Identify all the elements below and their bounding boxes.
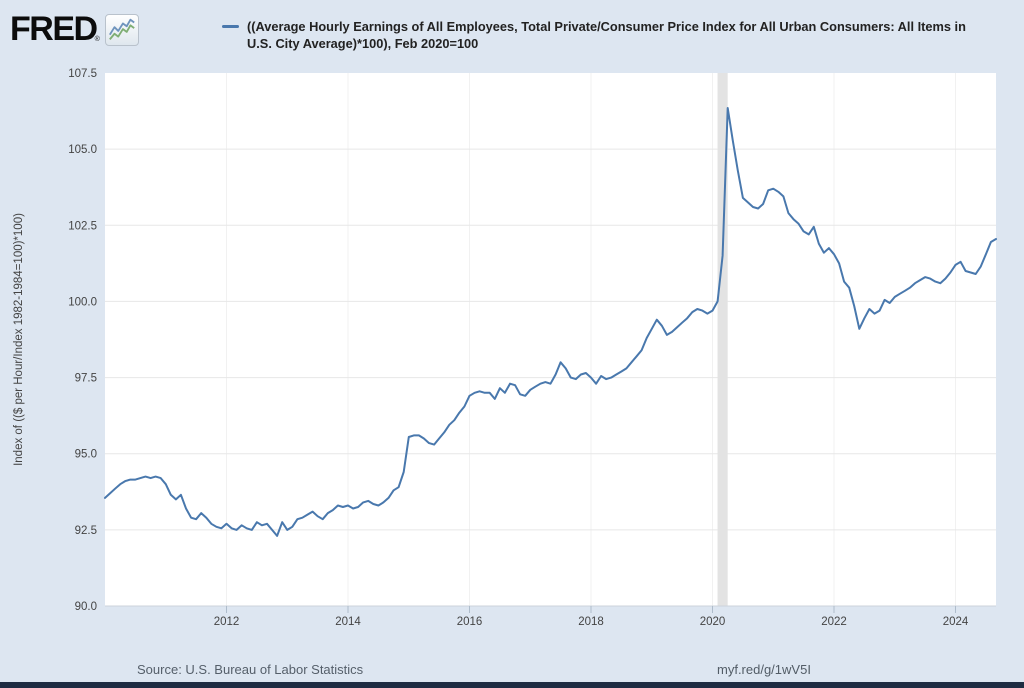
source-attribution: Source: U.S. Bureau of Labor Statistics xyxy=(137,662,364,677)
fred-logo: FRED ® xyxy=(10,12,139,46)
x-tick-label: 2012 xyxy=(214,616,240,628)
x-tick-label: 2014 xyxy=(335,616,361,628)
x-tick-label: 2022 xyxy=(821,616,847,628)
bottom-accent-bar xyxy=(0,682,1024,688)
registered-mark: ® xyxy=(94,36,100,43)
y-axis-title: Index of (($ per Hour/Index 1982-1984=10… xyxy=(13,213,25,466)
x-tick-label: 2018 xyxy=(578,616,604,628)
plot-area[interactable] xyxy=(105,73,997,606)
chart-legend: ((Average Hourly Earnings of All Employe… xyxy=(222,19,966,52)
recession-band xyxy=(717,73,728,606)
x-tick-label: 2020 xyxy=(700,616,726,628)
y-tick-label: 105.0 xyxy=(68,144,97,156)
legend-line-marker xyxy=(222,25,239,28)
x-tick-label: 2016 xyxy=(457,616,483,628)
y-tick-label: 102.5 xyxy=(68,220,97,232)
series-title-line2: U.S. City Average)*100), Feb 2020=100 xyxy=(247,35,479,51)
y-tick-label: 100.0 xyxy=(68,296,97,308)
series-title-line1: ((Average Hourly Earnings of All Employe… xyxy=(247,19,966,34)
y-tick-label: 90.0 xyxy=(75,601,97,613)
fred-logo-text: FRED xyxy=(10,10,98,48)
series-line[interactable] xyxy=(104,107,997,537)
graph-shortlink[interactable]: myf.red/g/1wV5I xyxy=(717,662,811,677)
x-tick-label: 2024 xyxy=(943,616,969,628)
y-tick-label: 107.5 xyxy=(68,68,97,80)
y-tick-label: 92.5 xyxy=(75,525,97,537)
fred-logo-graph-icon xyxy=(104,14,139,46)
series-title: ((Average Hourly Earnings of All Employe… xyxy=(247,19,966,52)
y-tick-label: 95.0 xyxy=(75,449,97,461)
y-tick-label: 97.5 xyxy=(75,373,97,385)
